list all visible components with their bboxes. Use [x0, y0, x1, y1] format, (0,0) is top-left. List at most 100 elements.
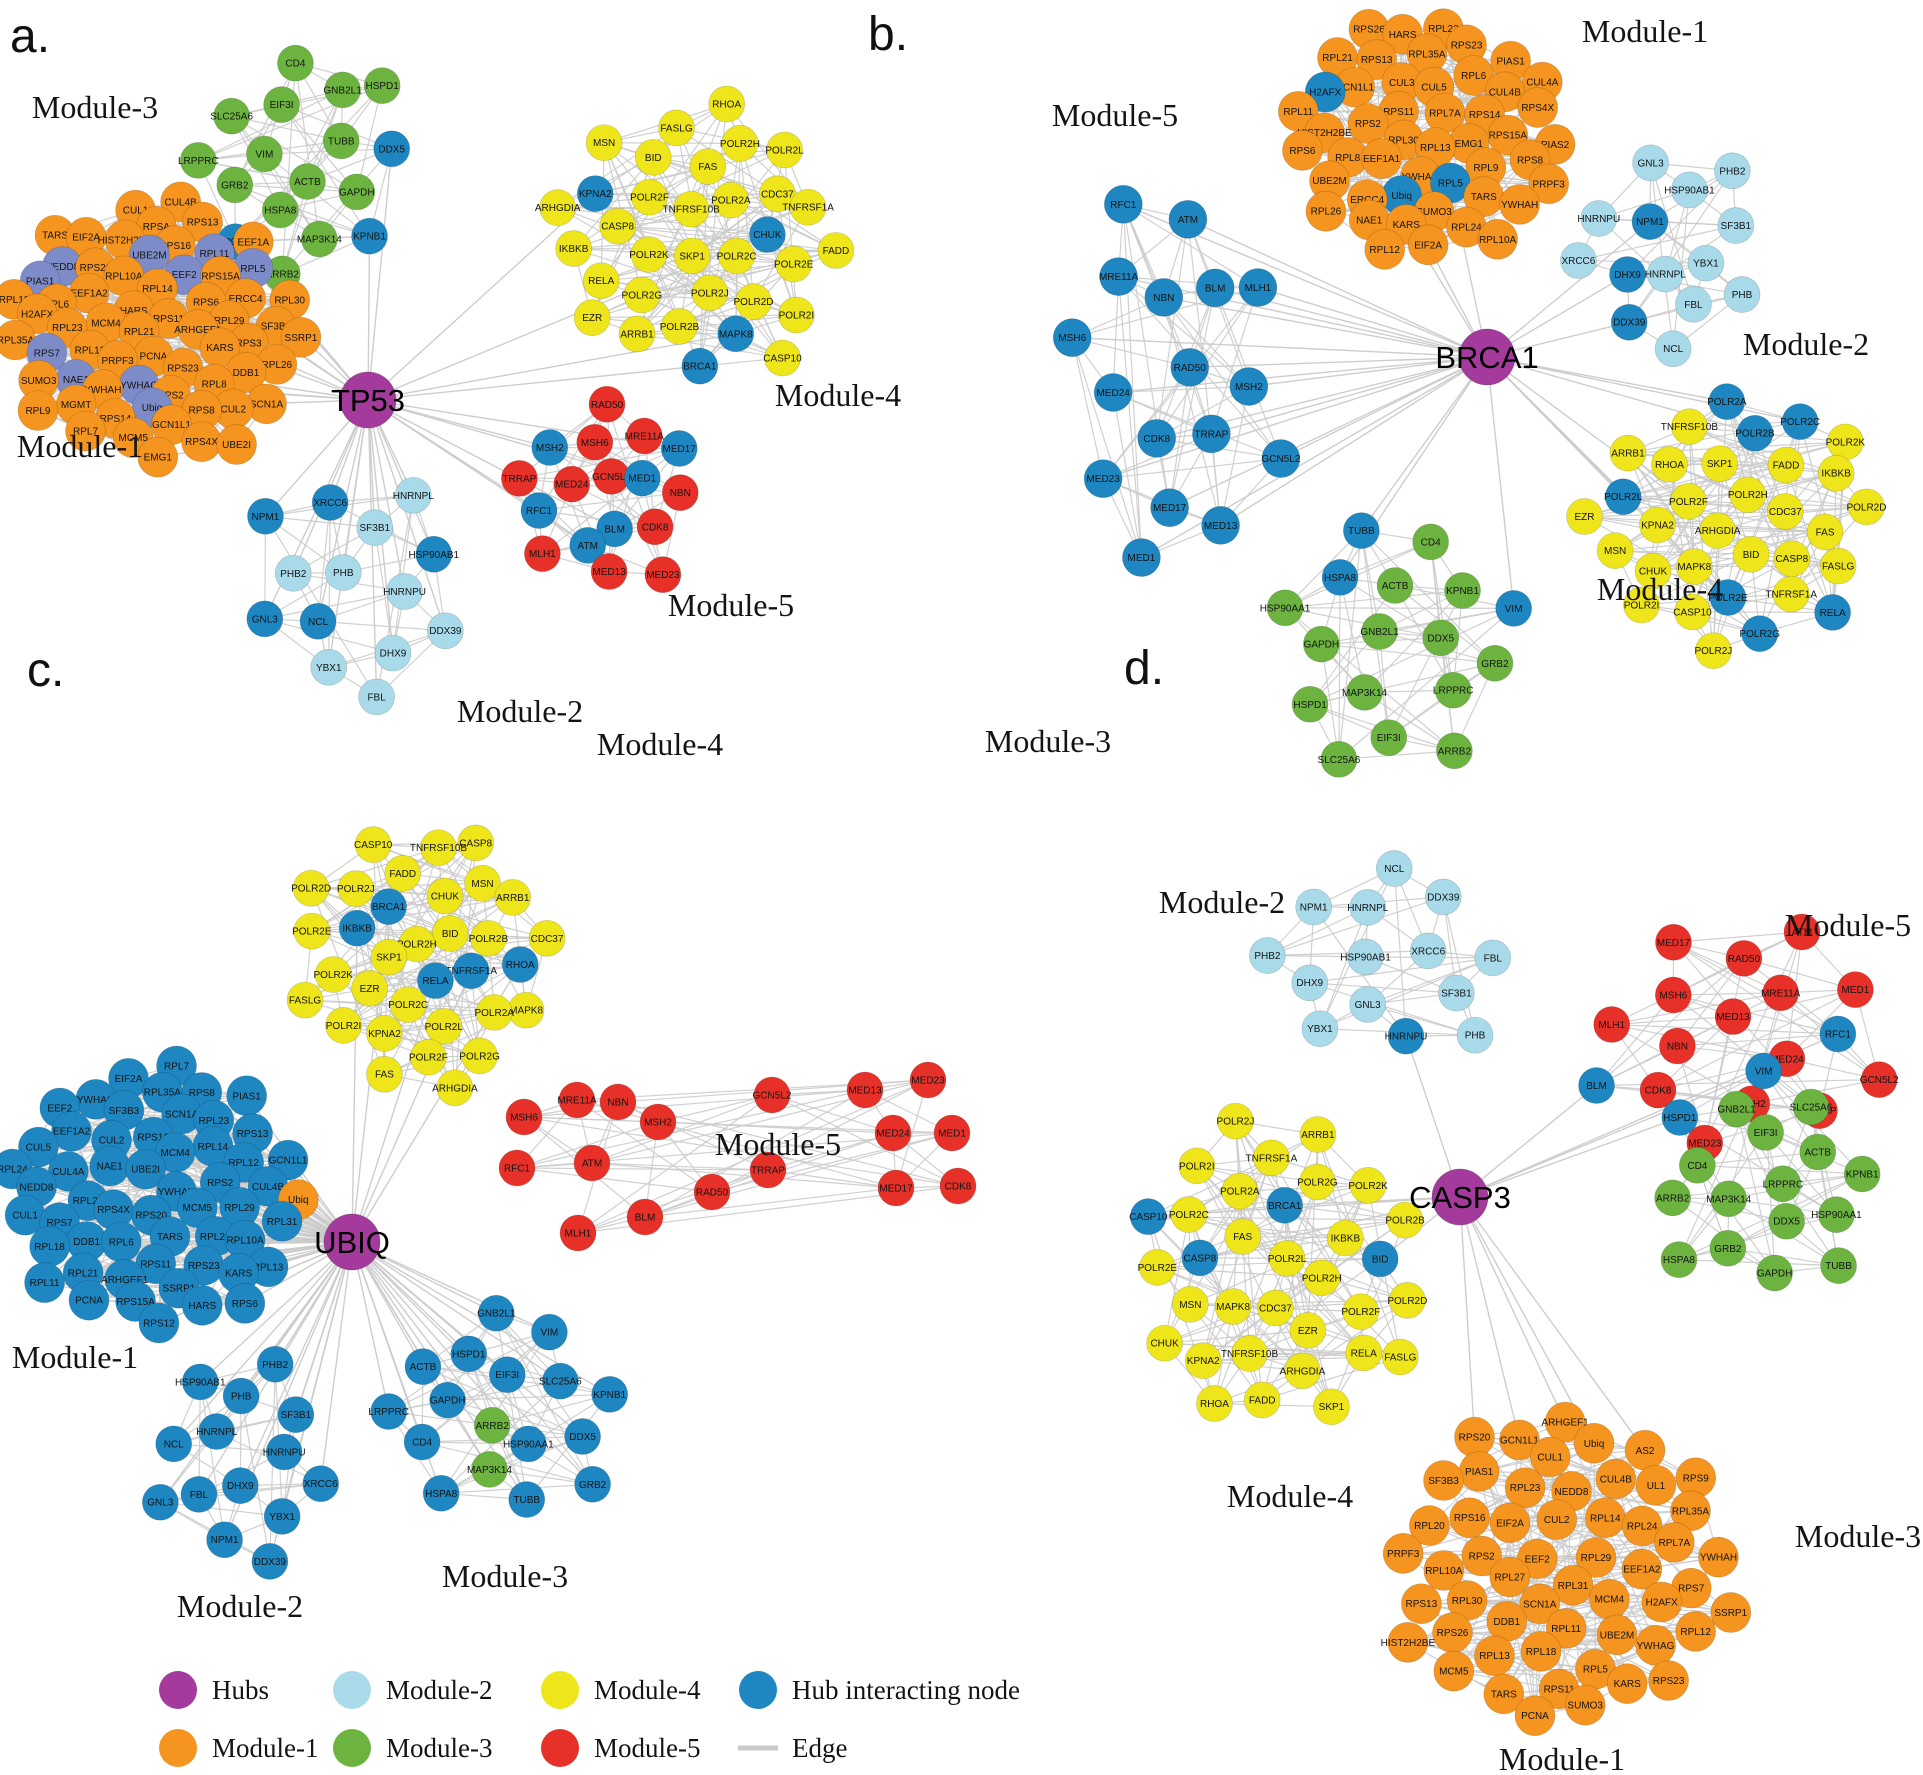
- node-SSRP1: SSRP1: [1710, 1592, 1752, 1633]
- node-circle-DHX9: [374, 634, 412, 672]
- legend-label: Edge: [792, 1733, 847, 1763]
- edge: [730, 199, 837, 251]
- edge: [281, 104, 358, 193]
- node-ARRB2: ARRB2: [1654, 1179, 1691, 1217]
- edge: [1112, 392, 1143, 558]
- edge: [1242, 1236, 1365, 1354]
- node-circle-HSP90AB1: [1347, 938, 1384, 976]
- node-circle-FAS: [689, 148, 727, 185]
- node-PHB: PHB: [324, 554, 362, 591]
- node-KPNB1: KPNB1: [1444, 572, 1481, 609]
- edge: [198, 159, 357, 193]
- node-MSH2: MSH2: [639, 1103, 677, 1141]
- node-circle-ATM: [573, 1144, 611, 1182]
- node-POLR2D: POLR2D: [1387, 1282, 1427, 1319]
- node-MSH6: MSH6: [576, 423, 614, 461]
- edge: [1220, 386, 1250, 526]
- edge: [198, 1381, 201, 1495]
- edge: [1668, 464, 1694, 613]
- edge: [1309, 607, 1514, 705]
- node-circle-RPL7A: [1653, 1522, 1695, 1563]
- edge: [1196, 1165, 1288, 1259]
- node-circle-SKP1: [1701, 445, 1739, 482]
- node-circle-VIM: [1495, 590, 1533, 627]
- node-TNFRSF10B: TNFRSF10B: [1661, 408, 1718, 446]
- node-MED24: MED24: [874, 1114, 912, 1152]
- hub-edge: [351, 1241, 550, 1333]
- node-circle-TNFRSF10B: [672, 190, 710, 228]
- edge: [1284, 607, 1441, 639]
- node-DDX39: DDX39: [251, 1543, 289, 1580]
- node-circle-CASP10: [354, 826, 392, 863]
- node-HSPD1: HSPD1: [1291, 685, 1329, 723]
- node-circle-EIF2A: [1407, 224, 1449, 266]
- node-circle-YWHAG: [1635, 1624, 1676, 1666]
- node-circle-FAS: [1806, 513, 1844, 551]
- node-circle-MRE11A: [1099, 257, 1138, 296]
- node-circle-PHB: [324, 554, 362, 591]
- node-NBN: NBN: [1659, 1027, 1696, 1065]
- node-circle-NBN: [1659, 1027, 1696, 1065]
- node-circle-MLH1: [559, 1214, 597, 1252]
- node-circle-POLR2J: [1695, 632, 1732, 670]
- edge: [591, 255, 737, 319]
- edge: [1673, 931, 1803, 943]
- node-circle-MSH6: [576, 423, 614, 461]
- node-circle-HNRNPL: [1646, 255, 1684, 293]
- node-circle-SLC25A6: [213, 97, 250, 135]
- node-circle-EMG1: [137, 436, 179, 478]
- node-CASP10: CASP10: [1129, 1198, 1168, 1235]
- node-KPNB1: KPNB1: [591, 1375, 629, 1413]
- node-circle-RHOA: [708, 85, 746, 123]
- node-circle-SLC25A6: [1320, 740, 1358, 778]
- node-circle-KPNB1: [1444, 572, 1481, 609]
- node-circle-ARHGDIA: [539, 189, 577, 226]
- node-MLH1: MLH1: [1593, 1006, 1631, 1043]
- node-circle-RPS6: [224, 1282, 266, 1324]
- node-ACTB: ACTB: [404, 1348, 442, 1385]
- node-FADD: FADD: [817, 232, 855, 269]
- label-panel-c-module-4: Module-4: [597, 726, 723, 762]
- node-DDX39: DDX39: [1424, 878, 1462, 916]
- node-BID: BID: [1732, 535, 1770, 573]
- edge: [577, 1169, 769, 1234]
- edge: [1339, 577, 1366, 693]
- edge: [644, 1187, 897, 1218]
- node-GRB2: GRB2: [216, 166, 254, 204]
- node-circle-AS2: [1624, 1429, 1666, 1471]
- node-circle-POLR2L: [425, 1007, 463, 1045]
- node-MED17: MED17: [660, 430, 698, 467]
- node-circle-SKP1: [1313, 1388, 1350, 1426]
- hub-edge: [367, 148, 393, 401]
- node-circle-POLR2A: [1221, 1172, 1259, 1210]
- node-circle-SKP1: [673, 237, 711, 275]
- node-MED24: MED24: [553, 465, 591, 503]
- node-circle-CD4: [403, 1423, 441, 1461]
- node-VIM: VIM: [1495, 590, 1533, 627]
- node-RPS16: RPS16: [1449, 1497, 1491, 1539]
- node-circle-MED24: [1093, 373, 1133, 412]
- node-RPL13: RPL13: [1474, 1635, 1515, 1677]
- legend-item-edge: Edge: [738, 1733, 847, 1763]
- node-circle-RPL11: [24, 1262, 65, 1303]
- node-MED13: MED13: [590, 553, 628, 590]
- node-circle-POLR2B: [1386, 1201, 1424, 1239]
- node-circle-RPL20: [1409, 1505, 1450, 1546]
- node-DHX9: DHX9: [374, 634, 412, 672]
- node-POLR2K: POLR2K: [1826, 423, 1865, 461]
- edge: [1673, 941, 1880, 1081]
- node-DDX39: DDX39: [427, 612, 464, 650]
- node-RPL27: RPL27: [1489, 1556, 1531, 1598]
- legend: Hubs Module-2 Module-4 Hub interacting node…: [159, 1671, 1020, 1767]
- node-circle-UBE2I: [216, 424, 257, 465]
- edge: [317, 620, 446, 632]
- node-MAPK8: MAPK8: [1214, 1288, 1252, 1325]
- node-circle-TUBB: [1820, 1247, 1857, 1285]
- node-MED23: MED23: [1083, 459, 1123, 499]
- node-circle-CHUK: [1634, 552, 1672, 590]
- node-BID: BID: [431, 915, 469, 952]
- node-FAS: FAS: [366, 1055, 403, 1093]
- edge: [739, 143, 755, 302]
- node-circle-POLR2A: [475, 994, 513, 1031]
- node-POLR2G: POLR2G: [1739, 615, 1780, 652]
